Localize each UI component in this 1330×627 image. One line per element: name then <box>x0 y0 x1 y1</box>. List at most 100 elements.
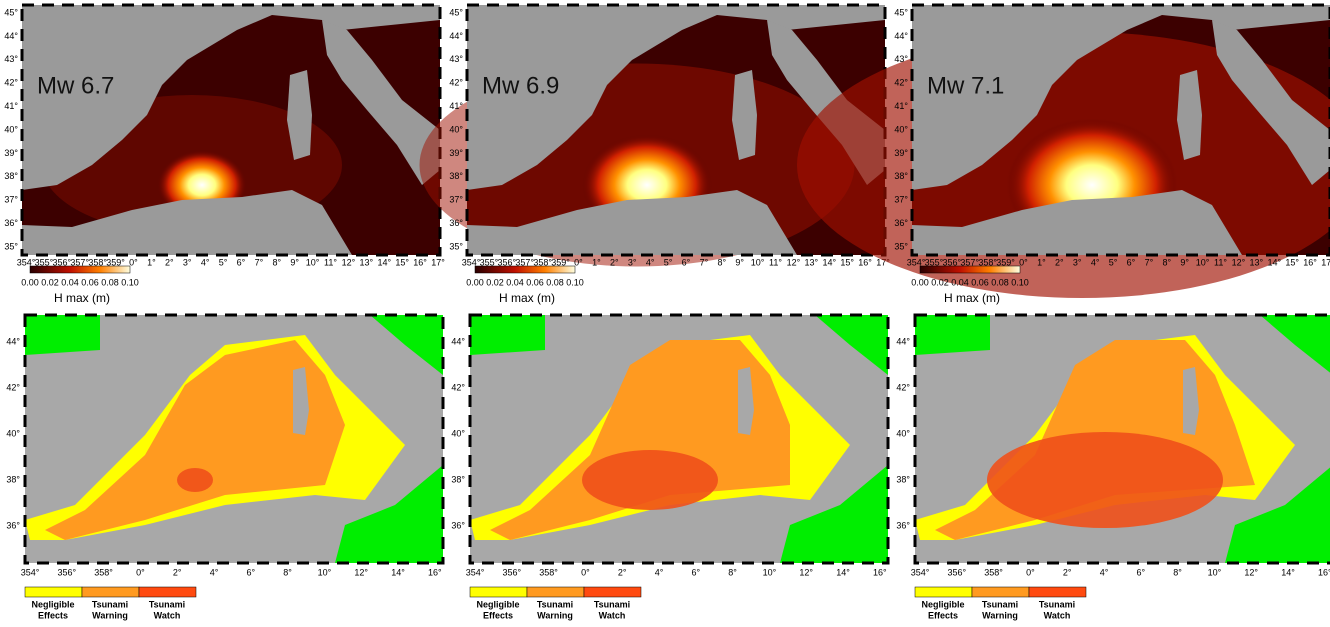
lat-tick-label: 42° <box>894 78 908 88</box>
lon-tick-label: 8° <box>283 567 292 577</box>
colorbar-tick-label: 0.08 <box>101 277 119 287</box>
colorbar-tick-label: 0.10 <box>121 277 139 287</box>
lat-tick-label: 44° <box>449 31 463 41</box>
colorbar-title: H max (m) <box>944 291 1000 305</box>
colorbar-tick-label: 0.06 <box>81 277 99 287</box>
event-label: Mw 6.9 <box>482 72 559 99</box>
lon-tick-label: 5° <box>1109 257 1118 267</box>
lat-tick-label: 40° <box>896 428 910 438</box>
lat-tick-label: 37° <box>449 195 463 205</box>
lon-tick-label: 2° <box>173 567 182 577</box>
legend-label: Effects <box>483 610 513 620</box>
legend-label: Negligible <box>31 599 74 609</box>
lat-tick-label: 35° <box>894 241 908 251</box>
lon-tick-label: 11° <box>1214 257 1227 267</box>
lon-tick-label: 16° <box>413 257 427 267</box>
lat-tick-label: 44° <box>6 336 20 346</box>
lon-tick-label: 6° <box>682 257 691 267</box>
lon-tick-label: 9° <box>735 257 744 267</box>
lon-tick-label: 11° <box>324 257 337 267</box>
lon-tick-label: 4° <box>1100 567 1109 577</box>
lon-tick-label: 16° <box>1318 567 1330 577</box>
lat-tick-label: 38° <box>896 474 910 484</box>
colorbar-tick-label: 0.00 <box>911 277 929 287</box>
lat-tick-label: 44° <box>4 31 18 41</box>
legend-label: Watch <box>1044 610 1071 620</box>
lat-tick-label: 37° <box>894 195 908 205</box>
lon-tick-label: 10° <box>763 567 777 577</box>
lon-tick-label: 13° <box>1250 257 1264 267</box>
legend-label: Watch <box>599 610 626 620</box>
colorbar-tick-label: 0.10 <box>566 277 584 287</box>
colorbar-tick-label: 0.08 <box>991 277 1009 287</box>
lat-tick-label: 36° <box>4 218 18 228</box>
lon-tick-label: 358° <box>539 567 558 577</box>
lon-tick-label: 2° <box>618 567 627 577</box>
legend-swatch <box>584 587 641 597</box>
legend-swatch <box>139 587 196 597</box>
lon-tick-label: 4° <box>646 257 655 267</box>
legend-label: Warning <box>92 610 128 620</box>
lon-tick-label: 356° <box>57 567 76 577</box>
lon-tick-label: 10° <box>1208 567 1222 577</box>
bottom-map: 36°38°40°42°44°354°356°358°0°2°4°6°8°10°… <box>451 315 888 620</box>
lat-tick-label: 40° <box>4 124 18 134</box>
lon-tick-label: 0° <box>574 257 583 267</box>
lon-tick-label: 4° <box>210 567 219 577</box>
lat-tick-label: 42° <box>6 382 20 392</box>
lat-tick-label: 44° <box>894 31 908 41</box>
legend-label: Tsunami <box>92 599 128 609</box>
lon-tick-label: 16° <box>858 257 872 267</box>
lon-tick-label: 14° <box>822 257 836 267</box>
lat-tick-label: 40° <box>6 428 20 438</box>
colorbar <box>920 266 1020 273</box>
lon-tick-label: 8° <box>272 257 281 267</box>
lat-tick-label: 45° <box>449 7 463 17</box>
lon-tick-label: 14° <box>1281 567 1295 577</box>
lon-tick-label: 0° <box>136 567 145 577</box>
lat-tick-label: 38° <box>894 171 908 181</box>
lat-tick-label: 39° <box>449 148 463 158</box>
lon-tick-label: 6° <box>246 567 255 577</box>
lon-tick-label: 1° <box>147 257 156 267</box>
lon-tick-label: 10° <box>1196 257 1210 267</box>
lon-tick-label: 2° <box>1063 567 1072 577</box>
lon-tick-label: 0° <box>129 257 138 267</box>
top-map: Mw 6.735°36°37°38°39°40°41°42°43°44°45°3… <box>4 5 445 305</box>
lon-tick-label: 12° <box>342 257 356 267</box>
lon-tick-label: 16° <box>1303 257 1317 267</box>
lat-tick-label: 40° <box>449 124 463 134</box>
colorbar-tick-label: 0.06 <box>971 277 989 287</box>
lon-tick-label: 12° <box>1232 257 1246 267</box>
lon-tick-label: 1° <box>1037 257 1046 267</box>
lat-tick-label: 42° <box>896 382 910 392</box>
lat-tick-label: 42° <box>4 78 18 88</box>
colorbar-tick-label: 0.06 <box>526 277 544 287</box>
lat-tick-label: 39° <box>894 148 908 158</box>
legend-label: Negligible <box>476 599 519 609</box>
lat-tick-label: 40° <box>451 428 465 438</box>
legend-label: Tsunami <box>594 599 630 609</box>
lon-tick-label: 358° <box>984 567 1003 577</box>
colorbar-tick-label: 0.00 <box>21 277 39 287</box>
lon-tick-label: 16° <box>873 567 887 577</box>
sea-watch <box>987 432 1223 528</box>
page: {"top_row": { "panels": [{"label": "Mw 6… <box>0 0 1330 627</box>
lat-tick-label: 36° <box>449 218 463 228</box>
lon-tick-label: 10° <box>306 257 320 267</box>
legend-label: Tsunami <box>537 599 573 609</box>
lon-tick-label: 15° <box>1285 257 1299 267</box>
colorbar-tick-label: 0.10 <box>1011 277 1029 287</box>
sea-watch <box>582 450 718 510</box>
lon-tick-label: 3° <box>183 257 192 267</box>
lat-tick-label: 43° <box>4 54 18 64</box>
lon-tick-label: 3° <box>628 257 637 267</box>
outside-area <box>915 315 990 355</box>
colorbar-tick-label: 0.02 <box>486 277 504 287</box>
lat-tick-label: 39° <box>4 148 18 158</box>
event-label: Mw 6.7 <box>37 72 114 99</box>
lat-tick-label: 45° <box>894 7 908 17</box>
lat-tick-label: 36° <box>894 218 908 228</box>
colorbar <box>30 266 130 273</box>
lat-tick-label: 36° <box>6 520 20 530</box>
